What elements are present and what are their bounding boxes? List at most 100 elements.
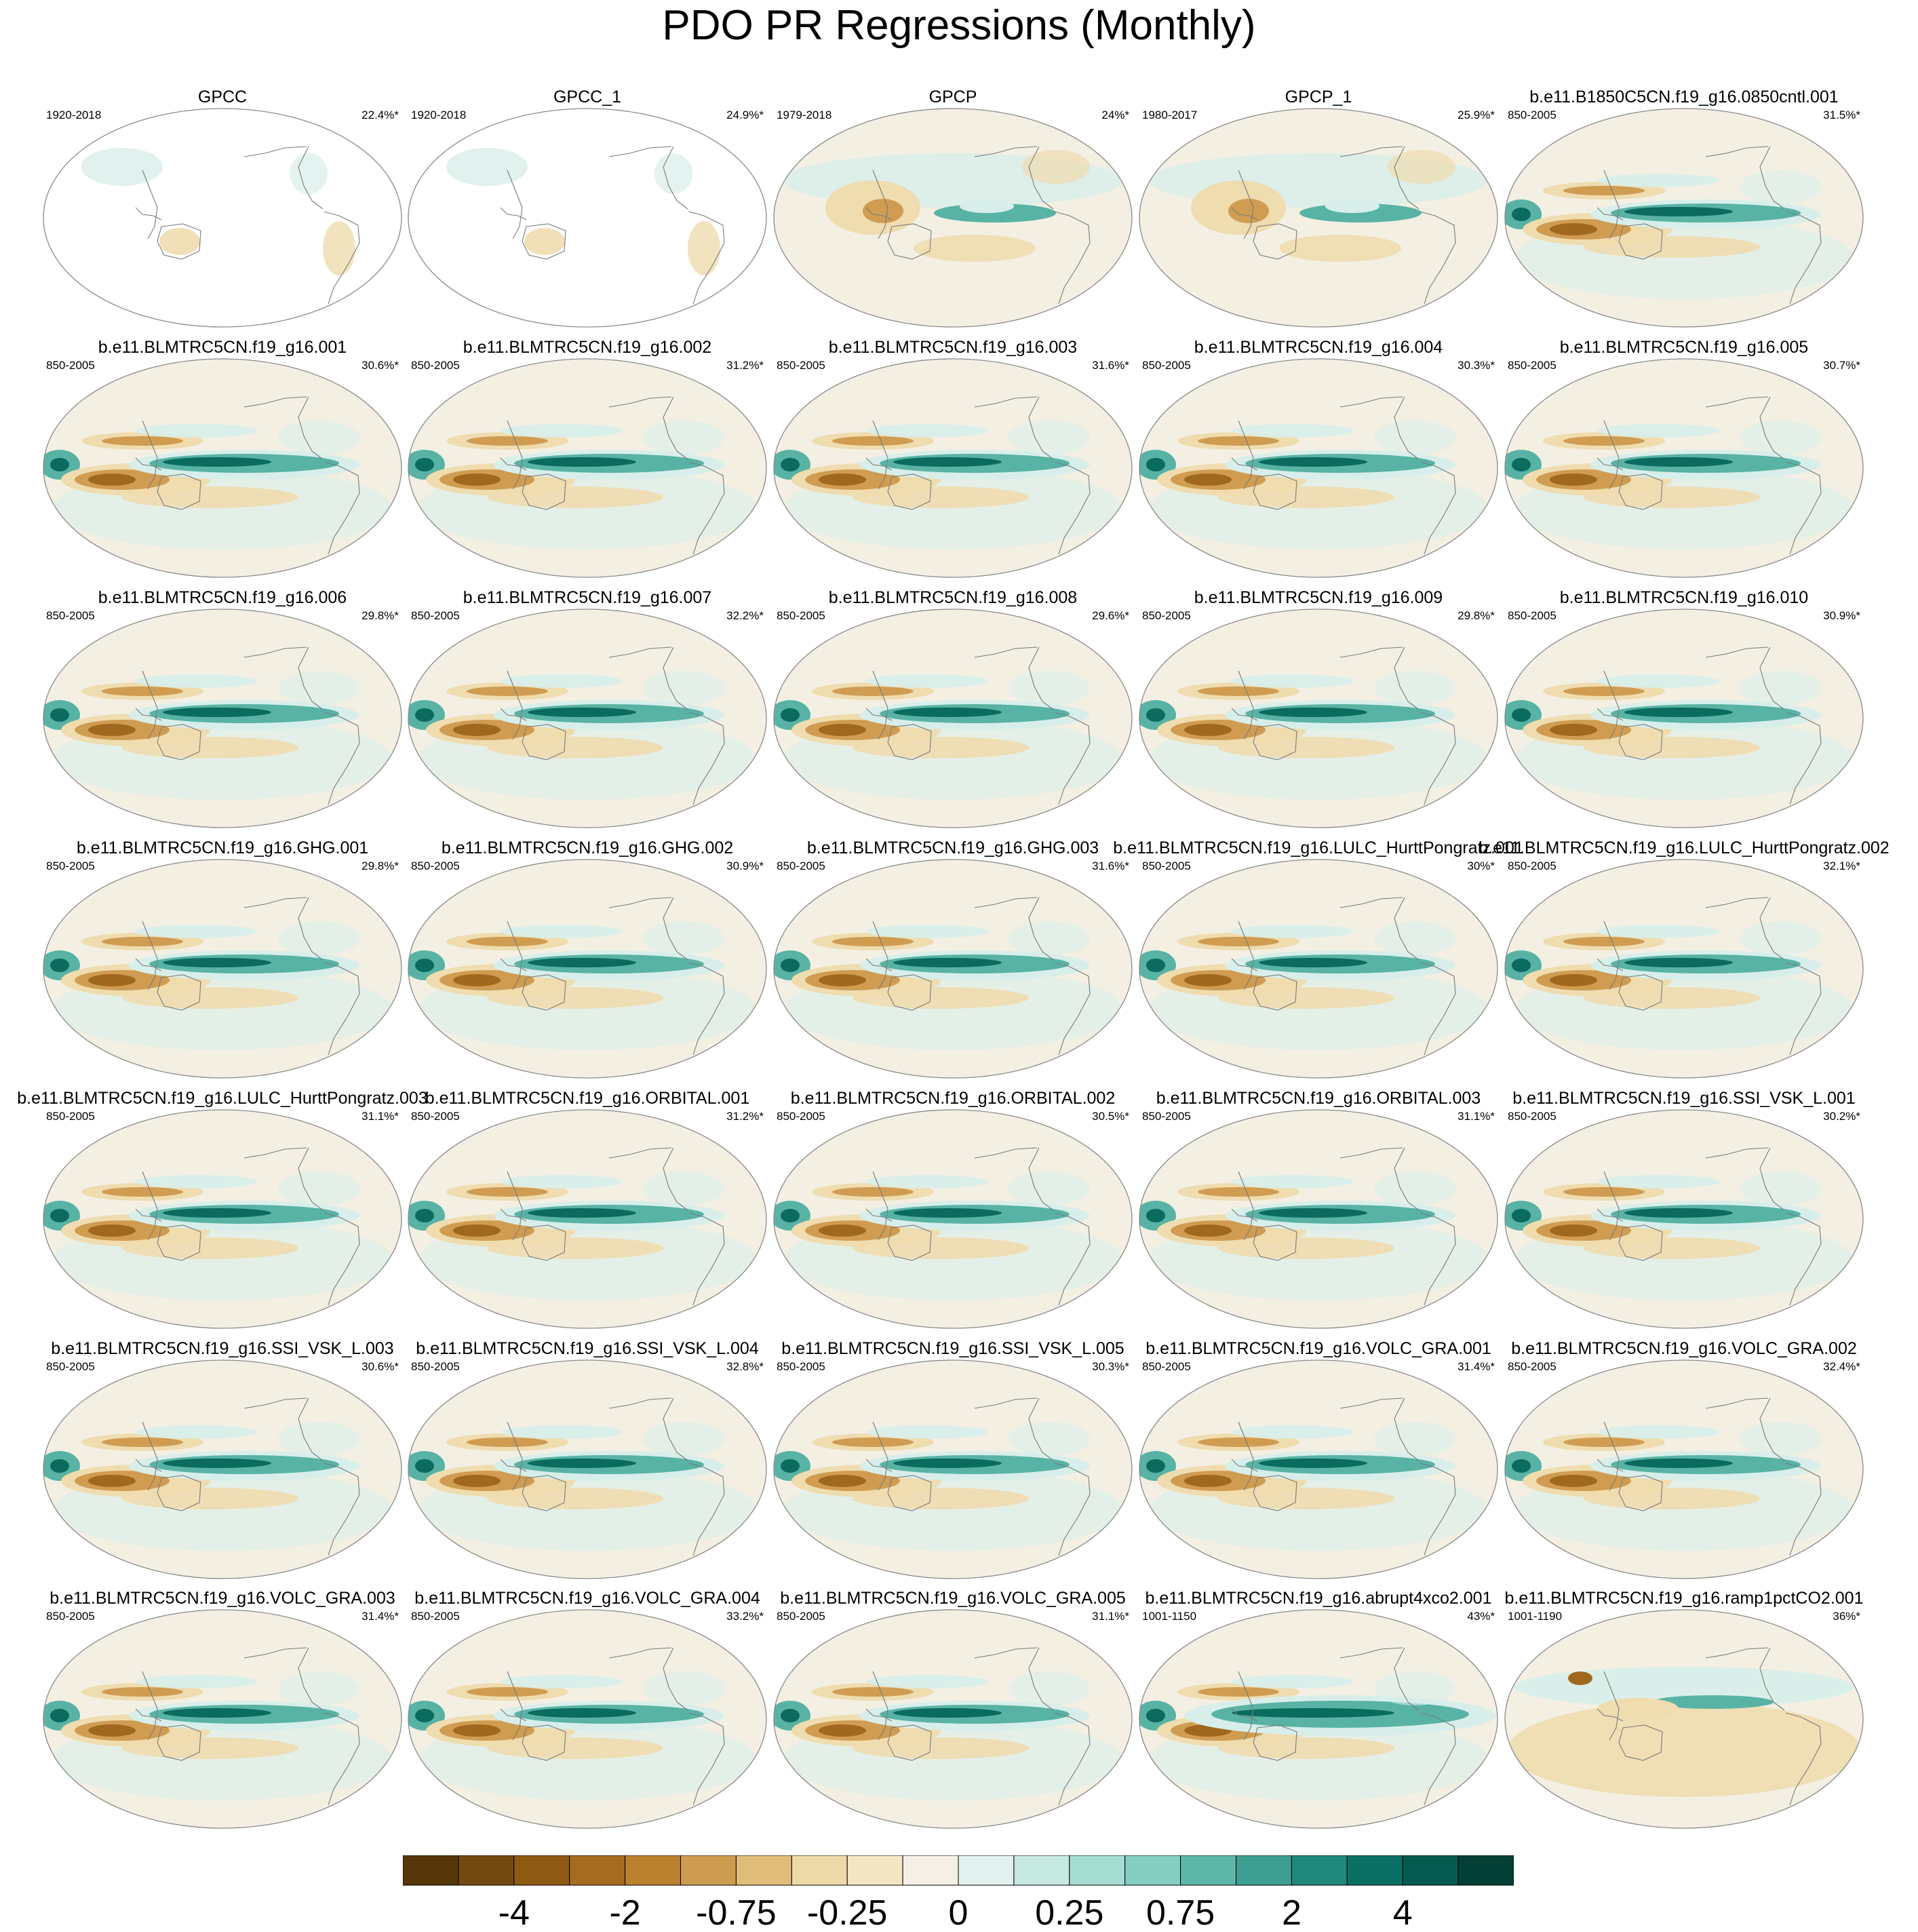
- map-outline: [408, 608, 767, 828]
- southern-dry-band: [1508, 1702, 1860, 1797]
- south-dry-center: [819, 474, 866, 486]
- panel-variance-pct: 24%*: [1101, 109, 1129, 121]
- map-outline: [1504, 1359, 1864, 1579]
- panel-period: 1001-1150: [1142, 1610, 1197, 1623]
- regression-field: [43, 1147, 392, 1306]
- panel-title: b.e11.BLMTRC5CN.f19_g16.ORBITAL.003: [1156, 1089, 1481, 1108]
- south-dry-center: [453, 474, 501, 486]
- australia-coastline: [887, 1724, 932, 1761]
- asia-coastline: [507, 921, 523, 990]
- north-pacific-wet-band: [866, 1675, 988, 1688]
- indian-ocean-wet-core: [1512, 1459, 1531, 1473]
- south-dry-center: [453, 724, 501, 736]
- map-panel: b.e11.BLMTRC5CN.f19_g16.ORBITAL.001 850-2…: [406, 1088, 769, 1332]
- asia-coastline: [142, 170, 158, 239]
- eastern-pacific-pale: [1374, 1672, 1455, 1705]
- colorbar-swatch: [1457, 1855, 1514, 1886]
- asia-coastline: [142, 1671, 158, 1741]
- north-pacific-wet-band: [501, 925, 623, 938]
- spcz-dry-diagonal: [122, 1237, 298, 1259]
- colorbar-swatch: [1291, 1855, 1348, 1886]
- eastern-pacific-pale: [278, 421, 359, 455]
- equatorial-wet-core: [1259, 457, 1367, 467]
- north-pacific-wet-band: [866, 1175, 988, 1189]
- north-america-coastline: [663, 146, 688, 210]
- north-dry-core: [102, 436, 183, 446]
- regression-map: [773, 608, 1133, 828]
- regression-map: [408, 358, 767, 578]
- regression-field: [408, 1147, 757, 1306]
- panel-title: b.e11.BLMTRC5CN.f19_g16.GHG.002: [441, 838, 734, 857]
- equatorial-wet-core: [528, 1458, 636, 1468]
- australia-coastline: [522, 223, 566, 260]
- bering-coastline: [1339, 1147, 1403, 1159]
- indian-ocean-wet-core: [50, 959, 69, 972]
- eastern-pacific-pale: [1374, 921, 1455, 955]
- spcz-dry-diagonal: [1218, 486, 1394, 508]
- south-america-coastline: [324, 1463, 360, 1556]
- asia-coastline: [142, 420, 158, 490]
- maritime-continent-coastline: [1597, 457, 1624, 471]
- panel-variance-pct: 31.6%*: [1092, 359, 1129, 372]
- south-america-coastline: [688, 211, 725, 305]
- eastern-pacific-pale: [1740, 921, 1821, 955]
- australia-coastline: [887, 724, 932, 760]
- map-outline: [773, 108, 1133, 328]
- equatorial-wet-core: [1624, 1208, 1733, 1218]
- north-dry-core: [102, 937, 183, 946]
- australia-coastline: [1618, 974, 1663, 1011]
- north-america-coastline: [1759, 1647, 1785, 1711]
- north-america-coastline: [1394, 1397, 1420, 1461]
- spcz-dry-diagonal: [1584, 1488, 1760, 1509]
- north-pacific-wet-band: [136, 424, 258, 438]
- asia-coastline: [872, 1671, 888, 1741]
- north-pacific-wet-band: [1232, 674, 1354, 688]
- north-america-coastline: [1028, 1647, 1054, 1711]
- equatorial-wet-core: [528, 708, 636, 717]
- eastern-pacific-pale: [1740, 421, 1821, 455]
- colorbar-swatch: [958, 1855, 1015, 1886]
- north-dry-core: [467, 1437, 548, 1447]
- south-america-coastline: [1420, 1212, 1456, 1306]
- panel-period: 850-2005: [46, 1610, 95, 1623]
- regression-map: [408, 108, 767, 328]
- regression-field: [81, 146, 360, 305]
- panel-title: b.e11.BLMTRC5CN.f19_g16.004: [1194, 338, 1443, 357]
- regression-field: [1505, 646, 1854, 805]
- maritime-continent-coastline: [135, 708, 162, 721]
- map-panel: b.e11.BLMTRC5CN.f19_g16.VOLC_GRA.004 850-…: [406, 1588, 769, 1832]
- equatorial-wet-core: [893, 1458, 1002, 1468]
- eastern-pacific-pale: [1009, 421, 1090, 455]
- colorbar-swatch: [625, 1855, 682, 1886]
- panel-variance-pct: 31.5%*: [1823, 109, 1860, 121]
- regression-map: [408, 1109, 767, 1329]
- equatorial-wet-core: [163, 708, 271, 717]
- south-dry-center: [88, 724, 136, 736]
- north-america-coastline: [1028, 897, 1054, 961]
- map-panel: b.e11.BLMTRC5CN.f19_g16.002 850-2005 31.2%…: [406, 337, 769, 581]
- panel-title: b.e11.BLMTRC5CN.f19_g16.SSI_VSK_L.005: [781, 1339, 1124, 1358]
- australia-coastline: [522, 1224, 566, 1261]
- regression-field: [43, 1647, 392, 1806]
- south-dry-center: [1550, 223, 1597, 235]
- map-panel: b.e11.BLMTRC5CN.f19_g16.ORBITAL.002 850-2…: [771, 1088, 1135, 1332]
- equatorial-wet-core: [528, 457, 636, 467]
- north-pacific-wet-band: [1597, 1175, 1719, 1189]
- regression-field: [1139, 1147, 1488, 1306]
- warm-pool-dry-core: [1228, 199, 1269, 223]
- north-america-coastline: [1394, 646, 1420, 710]
- south-dry-center: [1550, 724, 1597, 736]
- asia-coastline: [1603, 670, 1620, 740]
- panel-variance-pct: 31.6%*: [1092, 859, 1129, 872]
- asia-coastline: [1603, 1421, 1620, 1491]
- panel-variance-pct: 30.7%*: [1823, 359, 1860, 372]
- map-background: [43, 109, 402, 327]
- map-outline: [773, 1359, 1133, 1579]
- spcz-dry-diagonal: [1218, 1488, 1394, 1509]
- colorbar-swatch: [513, 1855, 570, 1886]
- south-dry-center: [88, 474, 136, 486]
- equatorial-wet-core: [163, 958, 271, 967]
- panel-period: 850-2005: [411, 1360, 460, 1373]
- panel-title: b.e11.BLMTRC5CN.f19_g16.SSI_VSK_L.004: [416, 1339, 759, 1358]
- australia-coastline: [157, 1224, 201, 1261]
